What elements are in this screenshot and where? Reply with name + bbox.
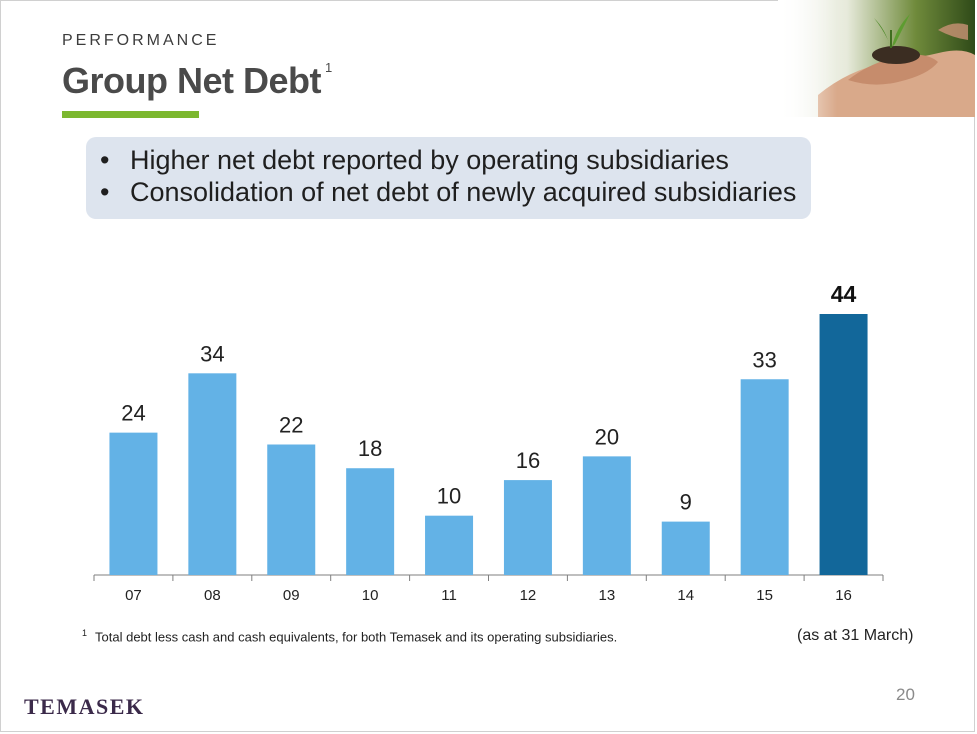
- callout-box: Higher net debt reported by operating su…: [86, 137, 811, 219]
- title-footnote-marker: 1: [325, 60, 332, 75]
- data-label-14: 9: [680, 490, 692, 515]
- bar-16: [819, 314, 868, 575]
- data-label-13: 20: [595, 424, 619, 449]
- data-label-11: 10: [437, 484, 461, 509]
- data-label-07: 24: [121, 401, 145, 426]
- data-label-08: 34: [200, 341, 224, 366]
- title-accent-bar: [62, 111, 199, 118]
- footnote-text: Total debt less cash and cash equivalent…: [95, 629, 618, 645]
- tick-label-08: 08: [204, 587, 221, 604]
- bar-07: [109, 432, 158, 575]
- tick-label-13: 13: [599, 587, 616, 604]
- title-text: Group Net Debt: [62, 60, 322, 101]
- data-label-15: 33: [752, 347, 776, 372]
- tick-label-16: 16: [835, 587, 852, 604]
- tick-label-07: 07: [125, 587, 142, 604]
- footnote-marker: 1: [82, 628, 88, 638]
- data-label-16: 44: [831, 281, 857, 307]
- page-number: 20: [896, 685, 915, 704]
- bar-15: [740, 379, 789, 575]
- section-label: PERFORMANCE: [62, 32, 220, 49]
- bar-12: [503, 480, 552, 575]
- tick-label-11: 11: [441, 587, 457, 604]
- tick-label-09: 09: [283, 587, 300, 604]
- temasek-logo: TEMASEK: [24, 694, 145, 719]
- bar-10: [346, 468, 395, 575]
- bar-08: [188, 373, 237, 575]
- footnote: 1 Total debt less cash and cash equivalen…: [82, 628, 617, 644]
- bar-11: [425, 515, 474, 575]
- data-label-09: 22: [279, 413, 303, 438]
- tick-label-14: 14: [677, 587, 694, 604]
- bar-14: [661, 521, 710, 575]
- tick-label-12: 12: [520, 587, 537, 604]
- data-label-12: 16: [516, 448, 540, 473]
- page-title: Group Net Debt 1: [62, 60, 332, 102]
- data-label-10: 18: [358, 436, 382, 461]
- as-of-note: (as at 31 March): [797, 627, 914, 644]
- tick-label-10: 10: [362, 587, 379, 604]
- callout-bullet: Consolidation of net debt of newly acqui…: [86, 176, 811, 208]
- bar-13: [582, 456, 631, 575]
- tick-label-15: 15: [756, 587, 773, 604]
- seedling-hands-photo: [778, 0, 975, 117]
- callout-bullet: Higher net debt reported by operating su…: [86, 144, 811, 176]
- callout-bullets: Higher net debt reported by operating su…: [86, 137, 811, 208]
- bar-09: [267, 444, 316, 575]
